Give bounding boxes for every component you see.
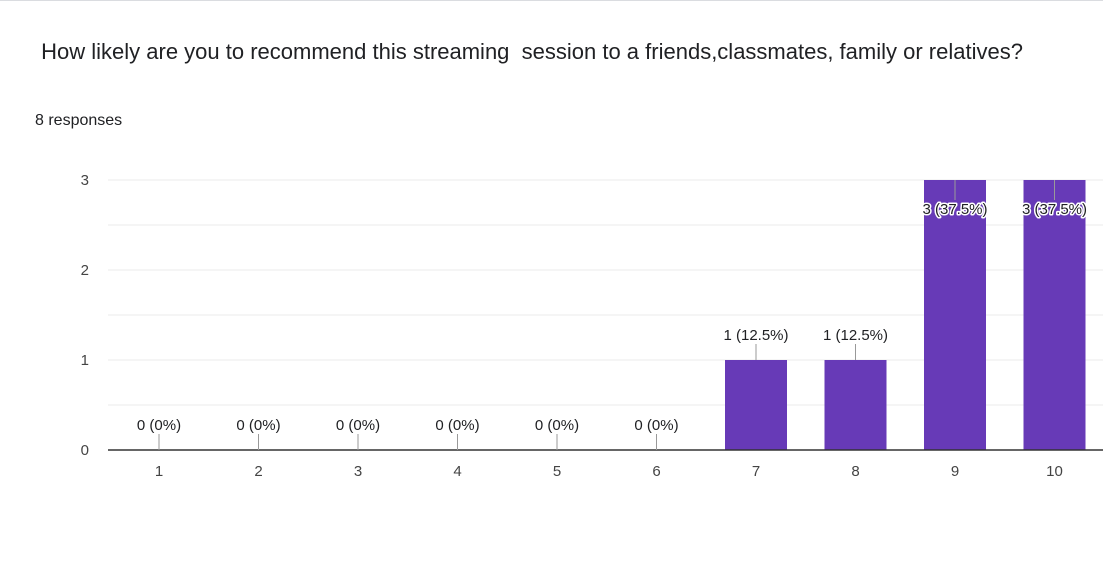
- data-label: 3 (37.5%): [1022, 201, 1087, 218]
- x-tick-label: 5: [553, 463, 561, 480]
- data-label: 0 (0%): [336, 417, 380, 434]
- data-label: 1 (12.5%): [823, 327, 888, 344]
- x-tick-label: 10: [1046, 463, 1063, 480]
- data-label: 0 (0%): [535, 417, 579, 434]
- y-tick-label: 0: [81, 442, 89, 459]
- x-tick-label: 8: [851, 463, 859, 480]
- response-count: 8 responses: [35, 112, 123, 129]
- bar-10: [1023, 180, 1086, 450]
- x-tick-label: 4: [453, 463, 461, 480]
- x-tick-label: 9: [951, 463, 959, 480]
- bar-9: [924, 180, 986, 450]
- bar-7: [725, 360, 787, 450]
- x-tick-label: 3: [354, 463, 362, 480]
- data-label: 1 (12.5%): [723, 327, 788, 344]
- x-tick-label: 1: [155, 463, 163, 480]
- bar-8: [824, 360, 887, 450]
- x-tick-label: 2: [254, 463, 262, 480]
- data-labels: 0 (0%) 0 (0%) 0 (0%) 0 (0%) 0 (0%) 0 (0%) 1 (1…: [137, 180, 1089, 450]
- y-tick-label: 2: [81, 262, 89, 279]
- card-top-border: [0, 0, 1103, 1]
- y-axis-ticks: 0 1 2 3: [81, 172, 89, 459]
- bars: [725, 180, 1086, 450]
- x-tick-label: 6: [652, 463, 660, 480]
- data-label: 3 (37.5%): [922, 201, 987, 218]
- y-tick-label: 3: [81, 172, 89, 189]
- data-label: 0 (0%): [137, 417, 181, 434]
- data-label: 0 (0%): [634, 417, 678, 434]
- question-title: How likely are you to recommend this str…: [35, 39, 1023, 64]
- x-tick-label: 7: [752, 463, 760, 480]
- data-label: 0 (0%): [435, 417, 479, 434]
- x-axis: 1 2 3 4 5 6 7 8 9 10: [108, 449, 1103, 480]
- data-label: 0 (0%): [236, 417, 280, 434]
- y-tick-label: 1: [81, 352, 89, 369]
